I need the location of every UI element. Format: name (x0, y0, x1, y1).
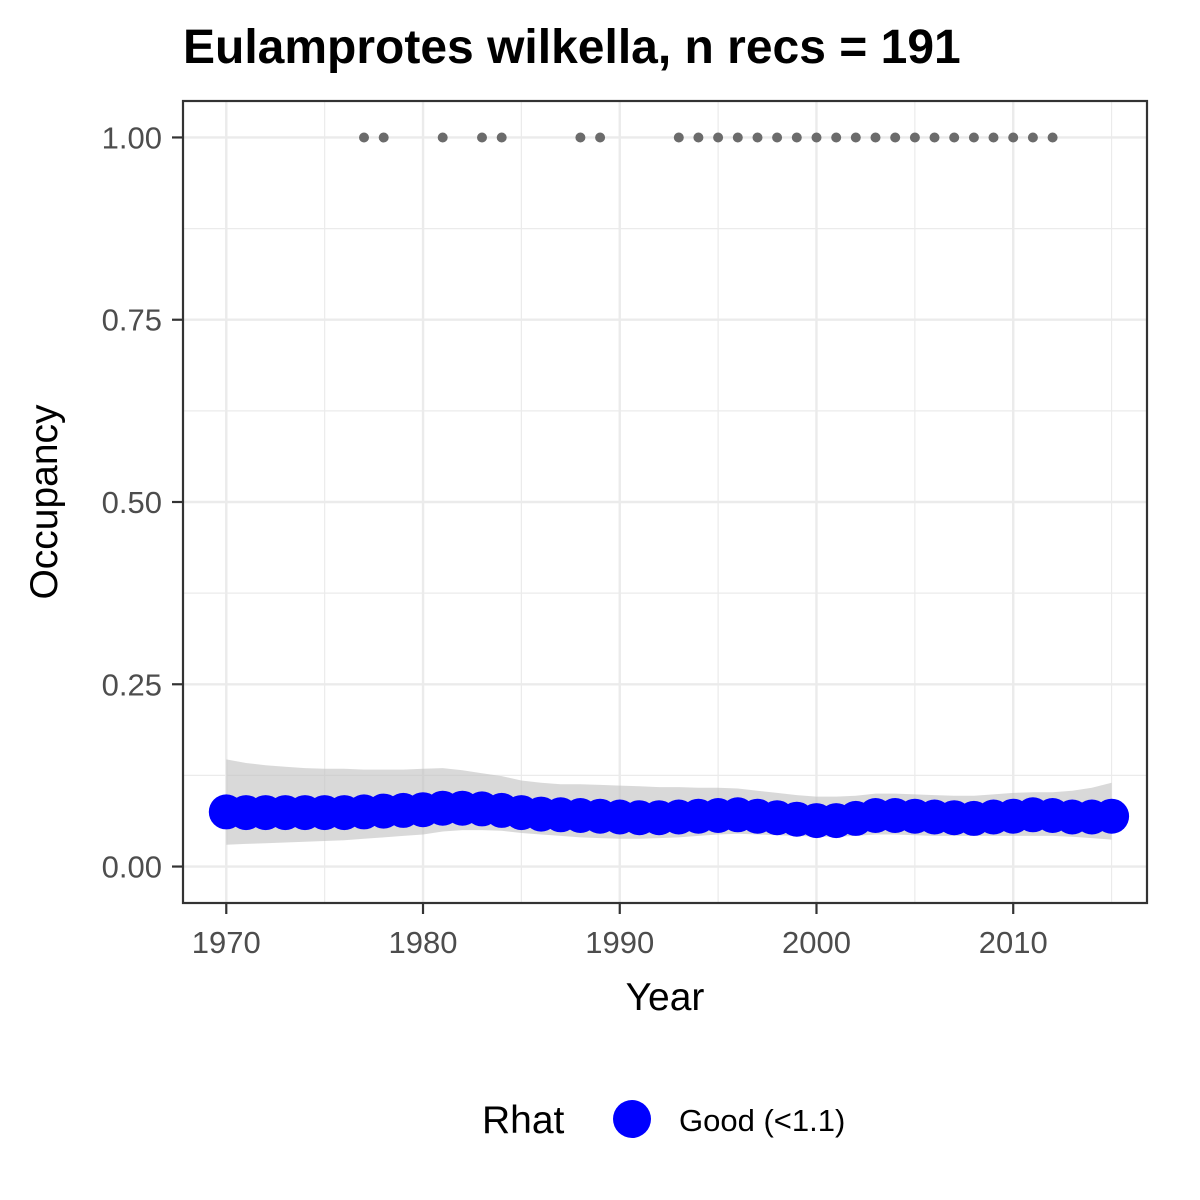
x-tick-label: 1970 (192, 925, 261, 960)
x-tick-label: 1990 (585, 925, 654, 960)
legend: Rhat Good (<1.1) (482, 1099, 845, 1142)
record-point (850, 132, 861, 143)
record-point (713, 132, 724, 143)
record-point (909, 132, 920, 143)
x-tick-label: 2010 (979, 925, 1048, 960)
record-point (890, 132, 901, 143)
record-point (496, 132, 507, 143)
record-point (1047, 132, 1058, 143)
occupancy-series (208, 790, 1130, 839)
chart-title: Eulamprotes wilkella, n recs = 191 (183, 21, 961, 74)
y-tick-label: 0.00 (102, 850, 162, 885)
occupancy-point (1094, 798, 1130, 834)
record-point (732, 132, 743, 143)
x-axis: 1970 1980 1990 2000 2010 (192, 903, 1048, 960)
x-tick-label: 2000 (782, 925, 851, 960)
record-point (1008, 132, 1019, 143)
x-tick-label: 1980 (389, 925, 458, 960)
y-axis-title: Occupancy (23, 404, 66, 600)
record-point (477, 132, 487, 143)
record-point (949, 132, 960, 143)
legend-key-good (613, 1100, 651, 1138)
record-point (791, 132, 802, 143)
record-point (595, 132, 606, 143)
record-point (378, 132, 389, 143)
record-point (870, 132, 881, 143)
legend-title: Rhat (482, 1099, 565, 1142)
record-point (929, 132, 940, 143)
record-point (811, 132, 822, 143)
y-tick-label: 1.00 (102, 120, 162, 155)
record-point (988, 132, 999, 143)
record-point (772, 132, 783, 143)
record-point (831, 132, 842, 143)
record-points (359, 132, 1058, 143)
y-axis: 0.00 0.25 0.50 0.75 1.00 (102, 120, 183, 885)
y-tick-label: 0.25 (102, 667, 162, 702)
record-point (359, 132, 369, 143)
y-tick-label: 0.50 (102, 485, 162, 520)
record-point (437, 132, 448, 143)
record-point (575, 132, 586, 143)
record-point (1027, 132, 1038, 143)
y-tick-label: 0.75 (102, 303, 162, 338)
x-axis-title: Year (626, 976, 705, 1019)
record-point (673, 132, 684, 143)
record-point (752, 132, 763, 143)
grid-lines (183, 101, 1147, 903)
legend-label-good: Good (<1.1) (679, 1103, 845, 1138)
record-point (693, 132, 704, 143)
record-point (968, 132, 979, 143)
